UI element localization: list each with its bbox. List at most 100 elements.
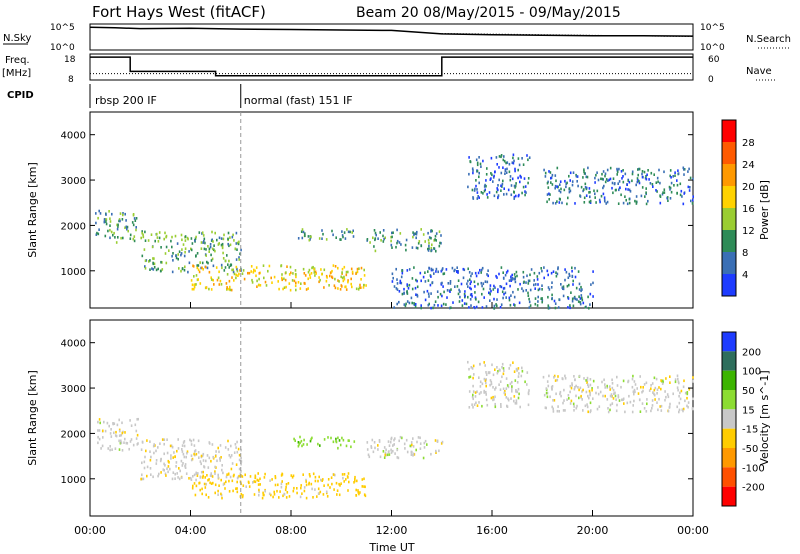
scatter-cell [208,442,211,445]
scatter-cell [546,395,549,399]
scatter-cell [185,455,187,459]
scatter-cell [273,490,275,494]
scatter-cell [221,245,224,248]
scatter-cell [420,244,423,248]
scatter-cell [240,470,242,473]
scatter-cell [537,295,539,299]
scatter-cell [686,392,689,396]
scatter-cell [476,161,479,165]
scatter-cell [506,167,508,171]
scatter-cell [620,193,622,197]
scatter-cell [481,292,483,296]
scatter-cell [306,443,308,446]
scatter-cell [174,234,177,238]
scatter-cell [222,471,224,475]
scatter-cell [649,182,652,185]
scatter-cell [481,404,483,408]
scatter-cell [428,244,430,248]
scatter-cell [423,290,425,294]
scatter-cell [653,392,655,396]
scatter-cell [252,271,255,274]
scatter-cell [341,473,344,476]
scatter-cell [302,267,305,271]
scatter-cell [645,381,648,385]
scatter-cell [656,388,659,391]
scatter-cell [586,403,588,406]
scatter-cell [500,303,503,306]
scatter-cell [208,250,210,253]
scatter-cell [412,235,414,239]
scatter-cell [498,383,500,386]
scatter-cell [643,383,646,386]
scatter-cell [517,387,520,391]
scatter-cell [227,448,230,451]
scatter-cell [516,368,519,372]
scatter-cell [492,373,495,377]
colorbar-frame [721,331,737,507]
scatter-cell [683,379,685,383]
scatter-cell [501,375,503,379]
scatter-cell [575,286,578,290]
scatter-cell [183,268,186,272]
scatter-cell [571,183,574,187]
scatter-cell [427,303,430,307]
scatter-cell [483,361,485,364]
scatter-cell [221,266,223,270]
scatter-cell [559,180,562,183]
scatter-cell [98,437,101,441]
scatter-cell [345,444,348,448]
scatter-cell [300,439,303,443]
scatter-cell [441,268,443,272]
scatter-cell [144,259,147,263]
colorbar-swatch [722,332,736,352]
scatter-cell [160,260,162,264]
scatter-cell [396,288,399,291]
scatter-cell [689,176,692,180]
x-tick-label: 00:00 [677,524,709,537]
scatter-cell [334,277,336,281]
scatter-cell [293,279,296,283]
scatter-cell [453,269,455,273]
scatter-cell [601,380,603,384]
scatter-cell [590,409,592,412]
scatter-cell [155,268,158,272]
scatter-cell [227,242,229,246]
scatter-cell [547,384,550,388]
scatter-cell [661,192,664,196]
scatter-cell [559,190,562,194]
scatter-cell [518,392,520,396]
scatter-cell [456,270,458,273]
scatter-cell [430,292,432,295]
scatter-cell [297,237,300,240]
scatter-cell [240,269,242,272]
scatter-cell [435,449,437,453]
scatter-cell [124,226,126,229]
scatter-cell [304,274,307,277]
scatter-cell [280,264,283,267]
scatter-cell [120,441,123,445]
scatter-cell [479,162,482,166]
scatter-cell [171,270,174,274]
scatter-cell [169,444,172,448]
scatter-cell [595,201,597,204]
scatter-cell [564,374,566,378]
scatter-cell [527,403,530,407]
scatter-cell [209,243,212,246]
power-colorbar-label: Power [dB] [758,180,771,240]
scatter-cell [345,478,347,481]
scatter-cell [596,171,598,174]
scatter-cell [481,306,484,309]
colorbar-tick-label: -100 [742,463,765,474]
scatter-cell [274,483,277,487]
scatter-cell [496,304,498,308]
scatter-cell [471,167,474,170]
scatter-cell [155,449,157,453]
scatter-cell [500,184,502,188]
scatter-cell [312,496,314,499]
scatter-cell [661,382,664,385]
scatter-cell [160,471,162,474]
scatter-cell [594,176,596,180]
scatter-cell [590,283,592,286]
